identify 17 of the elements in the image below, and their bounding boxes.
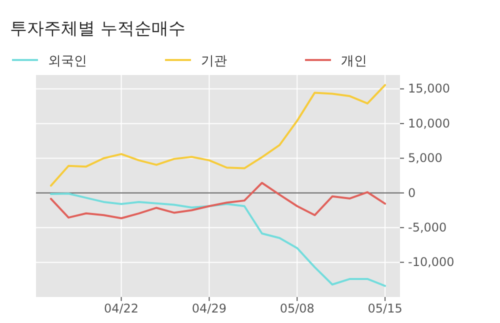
legend-label: 기관	[201, 54, 227, 69]
y-tick-label: 0	[408, 186, 416, 200]
y-tick-label: 5,000	[408, 151, 442, 166]
line-series	[50, 84, 386, 187]
x-tick-label: 05/08	[280, 302, 314, 316]
x-tick-label: 05/15	[368, 302, 402, 316]
y-tick-label: 10,000	[408, 116, 450, 130]
line-series	[50, 192, 386, 287]
line-series	[50, 182, 386, 220]
x-tick-label: 04/22	[104, 302, 139, 316]
y-tick-label: -10,000	[408, 255, 454, 270]
legend-label: 외국인	[48, 54, 87, 69]
x-tick-label: 04/29	[192, 302, 227, 316]
chart-title: 투자주체별 누적순매수	[10, 19, 186, 39]
y-tick-label: 15,000	[408, 82, 450, 96]
y-tick-label: -5,000	[408, 220, 447, 234]
legend-label: 개인	[341, 54, 367, 69]
